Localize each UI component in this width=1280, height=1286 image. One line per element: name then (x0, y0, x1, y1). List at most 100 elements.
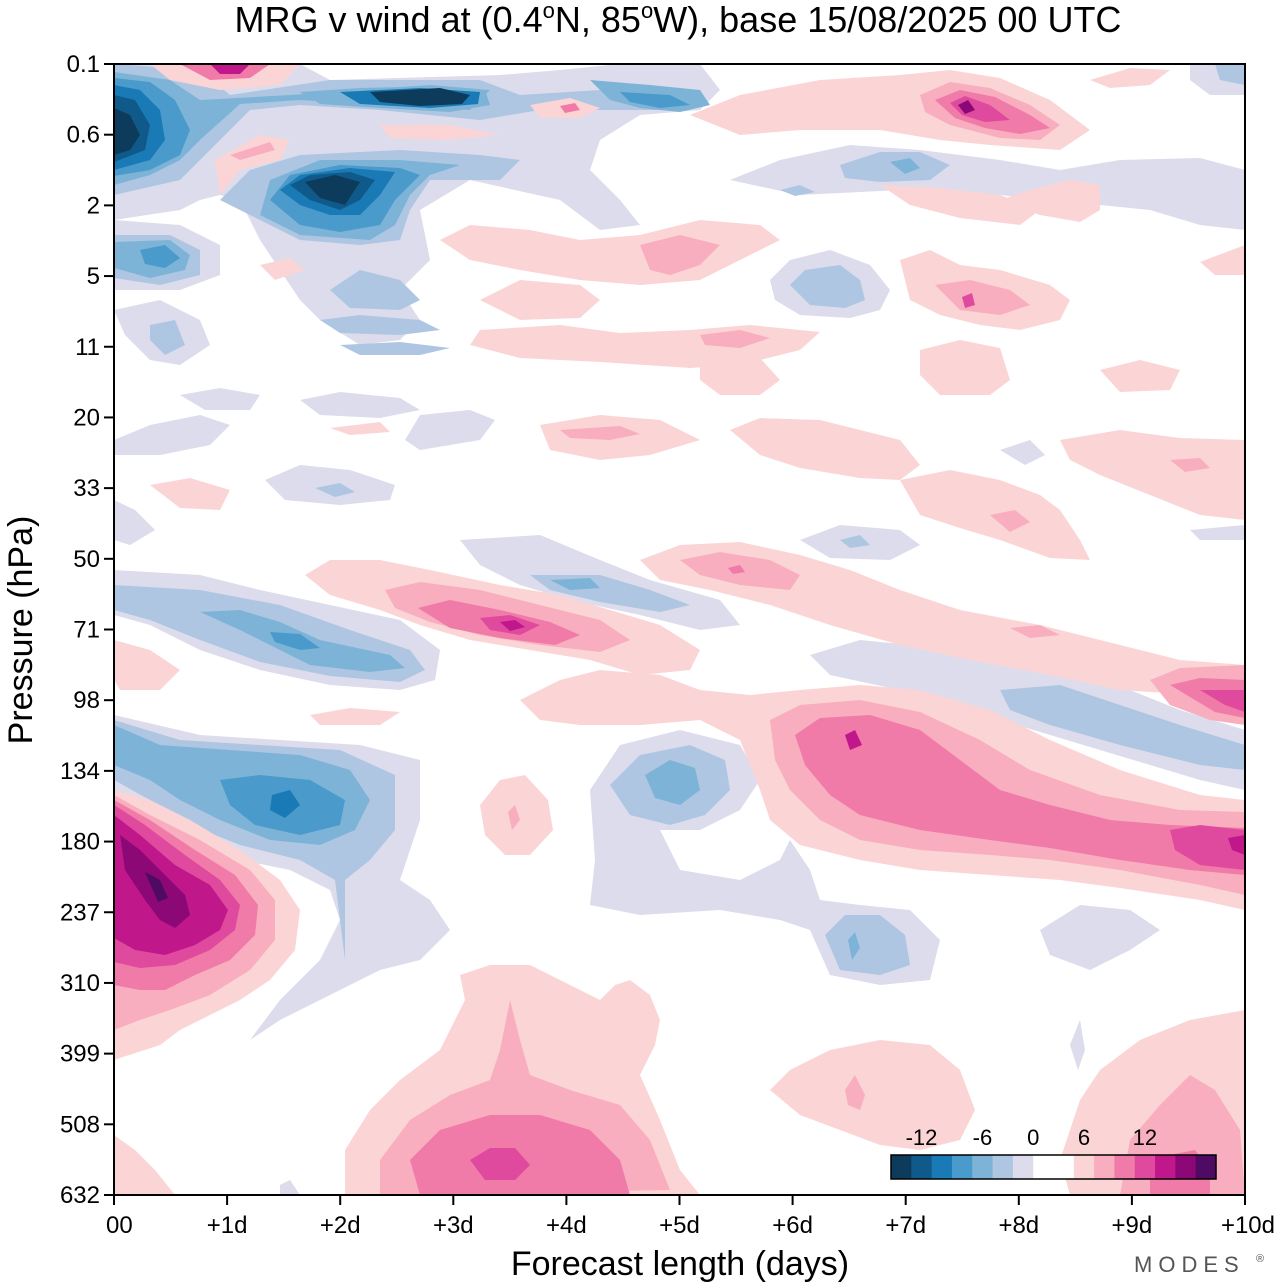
contour-neg-35 (790, 265, 865, 308)
colorbar-swatch (911, 1155, 933, 1179)
x-tick-label: +1d (207, 1212, 248, 1239)
contour-pos-42 (728, 565, 745, 574)
contour-neg-25 (330, 270, 420, 310)
contour-neg-37 (180, 388, 260, 410)
contour-neg-1 (114, 64, 720, 345)
contour-pos-54 (1170, 825, 1245, 870)
x-tick-label: +5d (659, 1212, 700, 1239)
colorbar-swatch (1134, 1155, 1156, 1179)
y-tick-label: 5 (87, 263, 100, 290)
contour-pos-37 (330, 422, 390, 435)
contour-pos-48 (500, 620, 525, 631)
colorbar-swatch (1175, 1155, 1197, 1179)
colorbar-swatch (972, 1155, 994, 1179)
colorbar-swatch (891, 1155, 912, 1179)
y-tick-label: 33 (73, 475, 100, 502)
y-tick-label: 134 (60, 758, 100, 785)
contour-pos-39 (990, 510, 1030, 532)
contour-neg-44 (840, 535, 870, 548)
contour-neg-67 (1070, 1020, 1085, 1070)
contour-neg-7 (114, 108, 140, 155)
contour-pos-53 (795, 715, 1245, 875)
x-tick-label: +6d (772, 1212, 813, 1239)
contour-pos-8 (560, 103, 580, 113)
contour-pos-27 (700, 330, 770, 348)
contour-neg-46 (1190, 525, 1245, 540)
chart-title: MRG v wind at (0.4oN, 85oW), base 15/08/… (235, 0, 1122, 40)
x-axis-label: Forecast length (days) (511, 1245, 849, 1283)
contour-neg-10 (370, 88, 470, 106)
contour-pos-36 (150, 478, 230, 510)
contour-pos-19 (1000, 180, 1100, 222)
y-tick-label: 50 (73, 546, 100, 573)
contour-pos-55 (1228, 835, 1245, 855)
y-tick-label: 11 (75, 334, 100, 361)
y-tick-label: 237 (60, 899, 100, 926)
colorbar-swatch (1195, 1155, 1217, 1179)
contour-pos-15 (440, 220, 780, 285)
contour-pos-32 (560, 426, 640, 440)
contour-pos-13 (958, 100, 975, 114)
y-tick-label: 399 (60, 1041, 100, 1068)
contour-pos-43 (1010, 625, 1060, 638)
contour-pos-20 (880, 185, 1040, 225)
brand-mark: ® (1256, 1253, 1264, 1265)
colorbar: -12 -6 0 6 12 (890, 1125, 1217, 1180)
x-tick-label: +3d (433, 1212, 474, 1239)
x-tick-label: 00 (106, 1212, 133, 1239)
contour-neg-29 (840, 152, 950, 182)
contour-pos-25 (260, 258, 305, 280)
x-tick-label: +7d (885, 1212, 926, 1239)
colorbar-swatch (1033, 1155, 1054, 1179)
colorbar-label: 0 (1027, 1125, 1039, 1150)
contour-neg-30 (890, 158, 920, 174)
contour-neg-60 (270, 790, 300, 818)
colorbar-swatch (931, 1155, 953, 1179)
colorbar-swatch (1114, 1155, 1136, 1179)
y-tick-label: 20 (73, 404, 100, 431)
colorbar-swatch (1053, 1155, 1075, 1179)
contour-neg-55 (1000, 685, 1245, 770)
contour-pos-72 (470, 1148, 530, 1180)
y-tick-label: 310 (60, 970, 100, 997)
colorbar-swatch (1073, 1155, 1095, 1179)
colorbar-label: 12 (1133, 1125, 1157, 1150)
contour-pos-33 (730, 418, 920, 480)
contour-pos-74 (845, 1075, 865, 1110)
contour-neg-53 (550, 578, 600, 590)
contour-neg-66 (1040, 905, 1160, 970)
contour-neg-40 (315, 483, 355, 497)
colorbar-label: -6 (973, 1125, 993, 1150)
y-tick-label: 2 (87, 192, 100, 219)
contour-neg-36 (114, 415, 230, 455)
contour-neg-31 (780, 185, 815, 196)
x-tick-label: +2d (320, 1212, 361, 1239)
brand-logo: MODES (1134, 1252, 1245, 1277)
colorbar-swatch (1012, 1155, 1034, 1179)
contour-neg-41 (114, 500, 155, 545)
contour-pos-14 (1090, 68, 1170, 88)
y-tick-label: 0.1 (67, 51, 100, 78)
y-tick-label: 98 (73, 687, 100, 714)
contour-pos-16 (640, 235, 720, 275)
colorbar-label: 6 (1078, 1125, 1090, 1150)
contour-neg-27 (340, 342, 450, 355)
y-tick-label: 0.6 (67, 122, 100, 149)
contour-neg-38 (300, 392, 420, 418)
x-tick-label: +10d (1221, 1212, 1275, 1239)
contour-neg-33 (1215, 64, 1245, 85)
contour-pos-73 (770, 1040, 975, 1150)
y-tick-label: 71 (73, 617, 100, 644)
contour-neg-45 (1000, 440, 1045, 465)
contour-pos-34 (1060, 430, 1245, 520)
contour-neg-22 (140, 245, 180, 268)
colorbar-label: -12 (906, 1125, 938, 1150)
contour-field (114, 64, 1245, 1195)
contour-pos-28 (700, 358, 780, 395)
contour-pos-50 (310, 708, 400, 725)
y-tick-label: 180 (60, 829, 100, 856)
contour-neg-12 (620, 92, 690, 108)
contour-neg-26 (320, 315, 440, 335)
contour-pos-18 (480, 280, 600, 320)
